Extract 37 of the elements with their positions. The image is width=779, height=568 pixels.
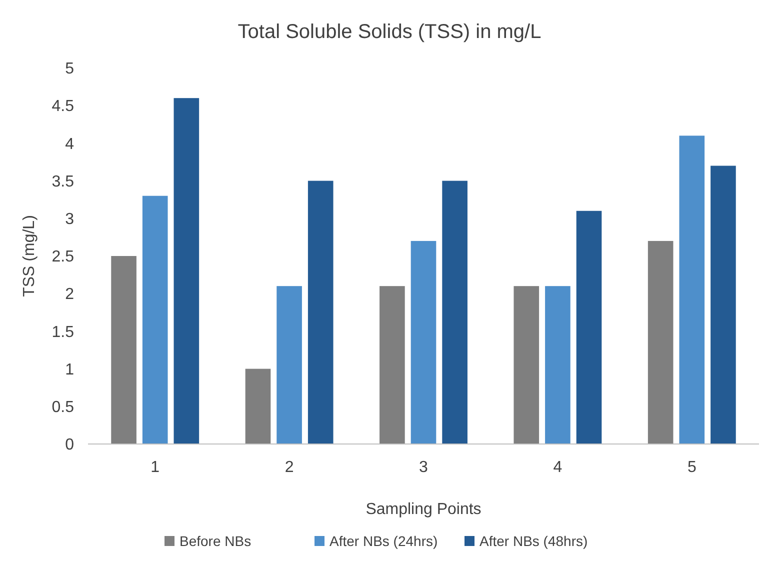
y-tick-label: 1.5 <box>52 324 74 341</box>
y-tick-label: 2.5 <box>52 248 74 266</box>
bar <box>545 286 570 444</box>
y-tick-label: 1 <box>65 361 74 378</box>
bar <box>442 180 468 444</box>
y-tick-label: 0 <box>65 436 74 454</box>
bar <box>679 136 705 444</box>
y-tick-label: 5 <box>65 60 74 78</box>
y-tick-label: 3.5 <box>52 173 74 190</box>
x-tick-label: 4 <box>553 459 562 476</box>
bar <box>514 286 540 444</box>
legend-label: Before NBs <box>180 533 252 549</box>
x-tick-label: 3 <box>419 459 428 476</box>
x-tick-label: 2 <box>284 459 294 476</box>
chart-title: Total Soluble Solids (TSS) in mg/L <box>238 21 542 43</box>
bar <box>276 286 302 444</box>
bar <box>111 256 136 444</box>
bar <box>245 368 271 444</box>
x-tick-label: 1 <box>150 459 160 476</box>
y-tick-label: 4.5 <box>52 98 74 116</box>
bar <box>174 98 200 444</box>
bar <box>710 166 736 444</box>
y-tick-label: 3 <box>65 211 74 228</box>
bar <box>576 210 602 444</box>
legend-label: After NBs (48hrs) <box>480 533 588 549</box>
bar <box>410 240 436 444</box>
bar <box>142 196 168 444</box>
legend-label: After NBs (24hrs) <box>330 533 438 549</box>
y-tick-label: 0.5 <box>52 399 74 416</box>
bar <box>308 180 334 444</box>
bar <box>648 240 674 444</box>
x-tick-label: 5 <box>687 459 696 476</box>
bar <box>380 286 405 444</box>
y-axis-title: TSS (mg/L) <box>21 215 38 297</box>
y-tick-label: 2 <box>65 286 74 304</box>
y-tick-label: 4 <box>65 136 74 153</box>
x-axis-title: Sampling Points <box>366 501 482 518</box>
